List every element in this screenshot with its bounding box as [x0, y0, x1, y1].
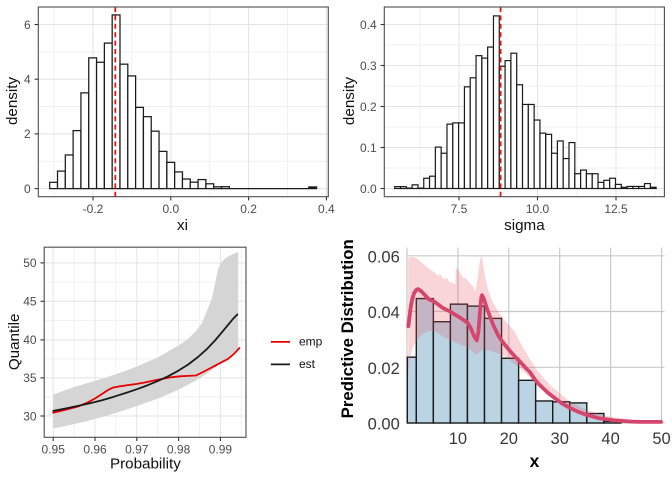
svg-text:0.96: 0.96 [83, 443, 107, 457]
svg-text:0.02: 0.02 [368, 360, 400, 378]
svg-text:Predictive Distribution: Predictive Distribution [338, 239, 357, 418]
svg-text:40: 40 [601, 430, 619, 448]
svg-text:40: 40 [23, 333, 37, 347]
svg-text:10: 10 [449, 430, 467, 448]
svg-text:50: 50 [652, 430, 670, 448]
svg-text:50: 50 [23, 256, 37, 270]
svg-text:0.0: 0.0 [162, 202, 179, 216]
svg-text:20: 20 [500, 430, 518, 448]
svg-text:0.98: 0.98 [167, 443, 191, 457]
svg-text:0: 0 [24, 182, 31, 196]
svg-text:30: 30 [23, 409, 37, 423]
svg-text:12.5: 12.5 [604, 202, 628, 216]
svg-text:0.00: 0.00 [368, 416, 400, 434]
svg-text:7.5: 7.5 [451, 202, 468, 216]
svg-text:0.99: 0.99 [209, 443, 233, 457]
svg-text:45: 45 [23, 295, 37, 309]
svg-text:xi: xi [177, 217, 188, 234]
svg-text:0.1: 0.1 [360, 141, 377, 155]
svg-text:0.4: 0.4 [318, 202, 335, 216]
svg-text:x: x [530, 451, 540, 471]
svg-text:10.0: 10.0 [526, 202, 550, 216]
svg-text:0.04: 0.04 [368, 304, 400, 322]
svg-text:6: 6 [24, 18, 31, 32]
svg-text:-0.2: -0.2 [83, 202, 104, 216]
svg-text:Quantile: Quantile [6, 314, 23, 371]
svg-text:35: 35 [23, 371, 37, 385]
svg-text:0.97: 0.97 [125, 443, 149, 457]
svg-text:0.3: 0.3 [360, 59, 377, 73]
svg-text:sigma: sigma [504, 217, 545, 234]
svg-text:2: 2 [24, 127, 31, 141]
svg-text:0.0: 0.0 [360, 182, 377, 196]
svg-text:0.4: 0.4 [360, 18, 377, 32]
svg-text:est: est [299, 357, 316, 371]
svg-text:density: density [4, 77, 21, 126]
svg-text:emp: emp [299, 335, 323, 349]
svg-text:0.2: 0.2 [240, 202, 257, 216]
svg-text:density: density [341, 77, 358, 126]
svg-text:0.06: 0.06 [368, 248, 400, 266]
svg-text:0.2: 0.2 [360, 100, 377, 114]
svg-text:30: 30 [551, 430, 569, 448]
svg-text:Probability: Probability [110, 455, 181, 472]
svg-text:0.95: 0.95 [42, 443, 66, 457]
svg-text:4: 4 [24, 73, 31, 87]
